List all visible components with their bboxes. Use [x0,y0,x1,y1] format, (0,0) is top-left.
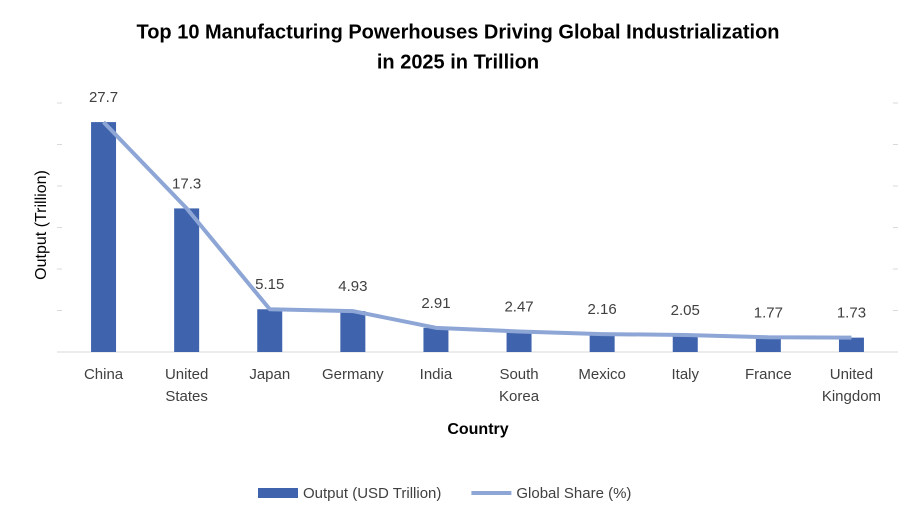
x-axis-title: Country [447,421,508,438]
line [102,120,852,340]
x-tick-label: India [419,366,453,383]
x-tick-label: China [83,366,124,383]
bar [672,334,698,352]
x-tick-label: Germany [322,366,384,383]
legend-label: Output (USD Trillion) [303,485,441,502]
y-axis-title: Output (Trillion) [33,170,50,280]
legend-label: Global Share (%) [516,485,631,502]
value-label: 2.91 [421,295,450,312]
x-tick-label: France [745,366,792,383]
x-tick-label: Japan [249,366,291,383]
x-tick-label: Italy [671,366,699,383]
value-label: 1.73 [837,305,866,322]
bar [755,337,781,352]
chart-title: Top 10 Manufacturing Powerhouses Driving… [136,21,779,43]
x-tick-label: United Kingdom [821,366,882,405]
value-label: 2.05 [671,302,700,319]
chart-subtitle: in 2025 in Trillion [377,51,539,73]
bar [257,309,283,352]
bar [589,334,615,352]
bar [91,122,117,352]
value-label: 2.47 [504,298,533,315]
bar [506,331,532,352]
value-label: 1.77 [754,304,783,321]
bar [838,337,864,352]
value-label: 17.3 [172,175,201,192]
x-tick-label: United States [164,366,209,405]
value-label: 27.7 [89,89,118,106]
legend-swatch [258,488,298,498]
value-label: 4.93 [338,278,367,295]
bar [423,327,449,352]
value-label: 5.15 [255,276,284,293]
bar [340,311,366,352]
x-tick-label: Mexico [578,366,626,383]
x-tick-label: South Korea [499,366,540,405]
bar [174,208,200,352]
value-label: 2.16 [588,301,617,318]
